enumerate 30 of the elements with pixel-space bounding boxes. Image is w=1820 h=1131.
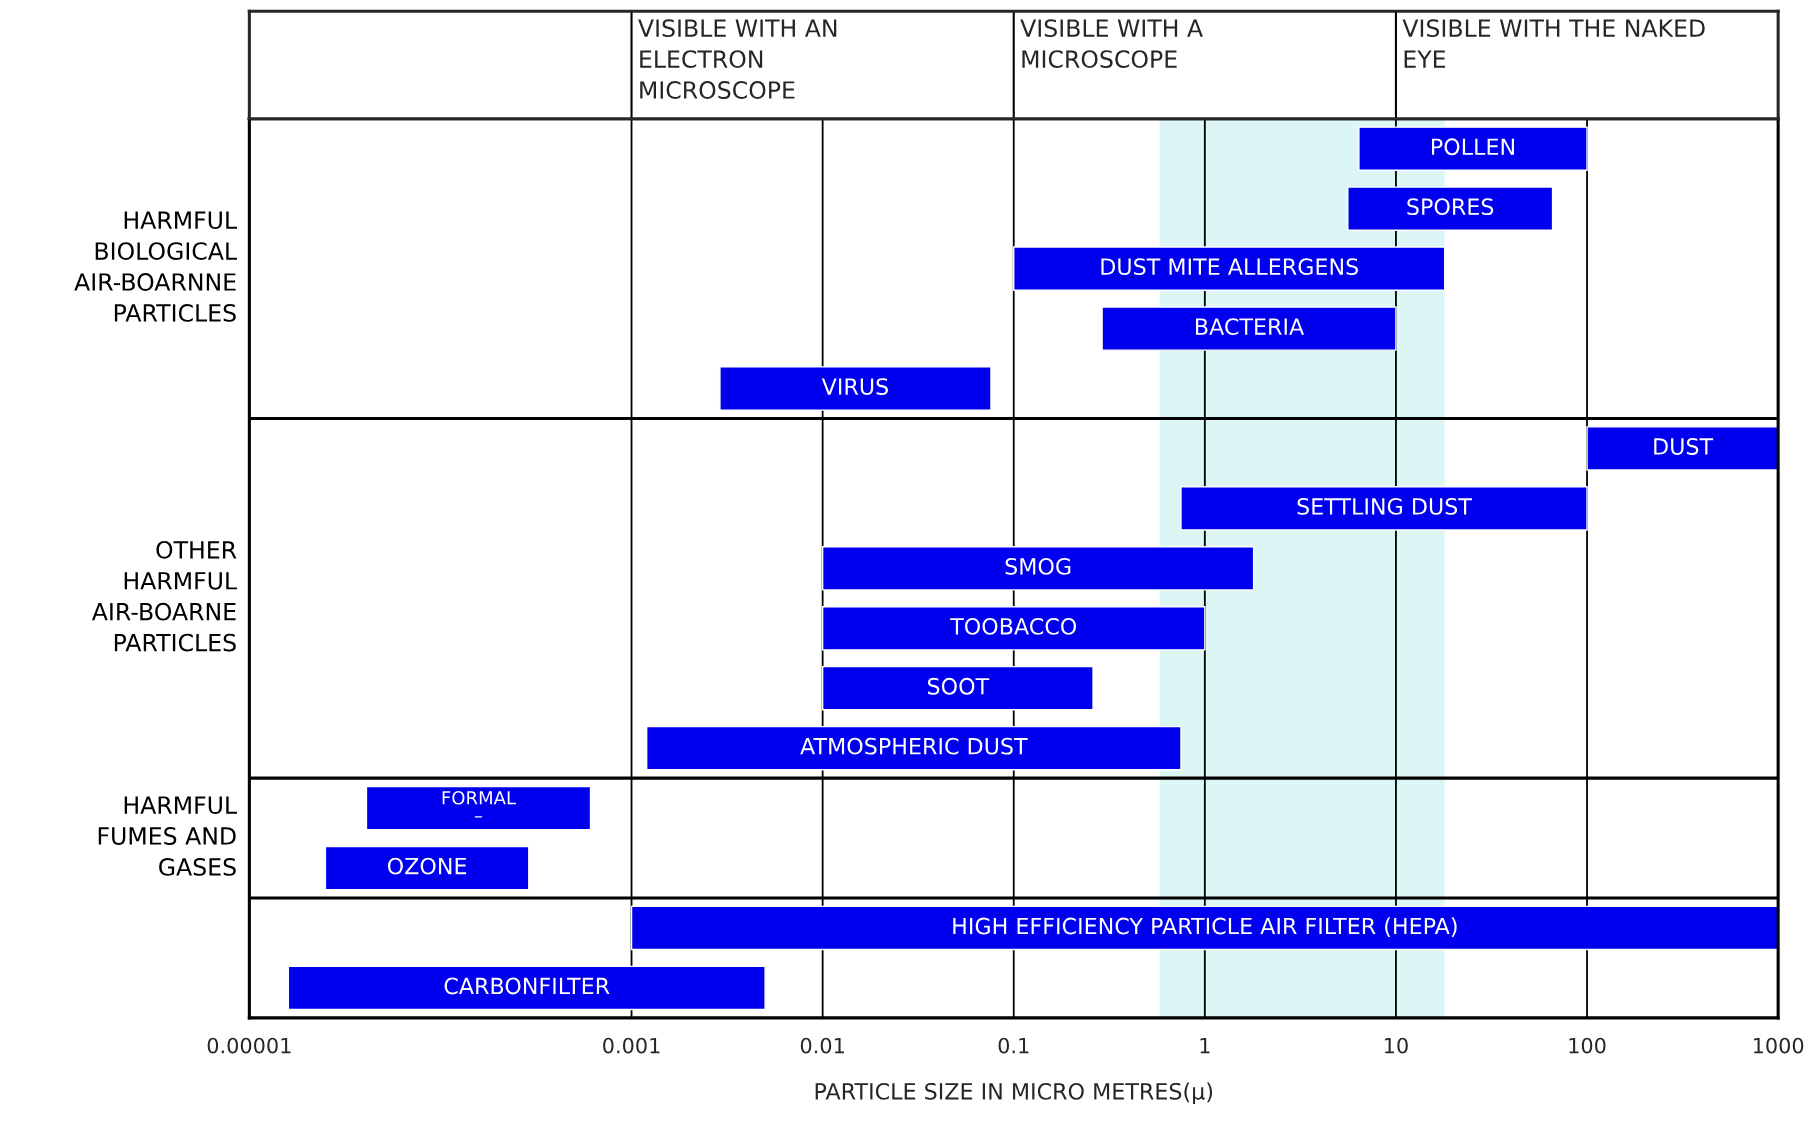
x-tick-label: 10 — [1384, 1037, 1408, 1054]
data-label: HIGH EFFICIENCY PARTICLE AIR FILTER (HEPA) — [953, 917, 1457, 938]
x-tick-label: 0.01 — [800, 1037, 844, 1054]
data-label: OZONE — [387, 857, 467, 875]
data-label: FORMAL – — [442, 790, 516, 818]
data-label: VIRUS — [821, 378, 888, 395]
text: OTHER HARMFUL AIR-BOARNE PARTICLES — [91, 540, 237, 652]
data-label: SMOG — [1005, 557, 1071, 575]
data-label: DUST — [1654, 438, 1714, 455]
x-tick-label: 100 — [1569, 1037, 1606, 1054]
data-label: ATMOSPHERIC DUST — [800, 737, 1028, 755]
data-label: BACTERIA — [1196, 318, 1305, 335]
x-tick-label: 0.00001 — [207, 1037, 291, 1054]
x-tick-label: 0.1 — [998, 1037, 1029, 1054]
data-label: CARBONFILTER — [444, 977, 610, 995]
x-tick-label: 0.001 — [603, 1037, 660, 1054]
x-tick-label: 1000 — [1753, 1037, 1804, 1054]
text: HARMFUL FUMES AND GASES — [98, 796, 237, 876]
text: VISIBLE WITH THE NAKED EYE — [1402, 19, 1705, 68]
data-label: SPORES — [1407, 198, 1494, 216]
text: HARMFUL BIOLOGICAL AIR-BOARNNE PARTICLES — [74, 211, 237, 322]
x-tick-label: 1 — [1200, 1037, 1210, 1054]
data-label: SOOT — [927, 677, 990, 695]
text: VISIBLE WITH AN ELECTRON MICROSCOPE — [638, 19, 837, 99]
data-label: DUST MITE ALLERGENS — [1101, 258, 1358, 276]
x-axis-title: PARTICLE SIZE IN MICRO METRES(μ) — [815, 1082, 1213, 1105]
text: VISIBLE WITH A MICROSCOPE — [1020, 19, 1203, 69]
data-label: TOOBACCO — [950, 617, 1077, 635]
data-label: POLLEN — [1431, 138, 1514, 156]
data-label: SETTLING DUST — [1297, 498, 1472, 515]
